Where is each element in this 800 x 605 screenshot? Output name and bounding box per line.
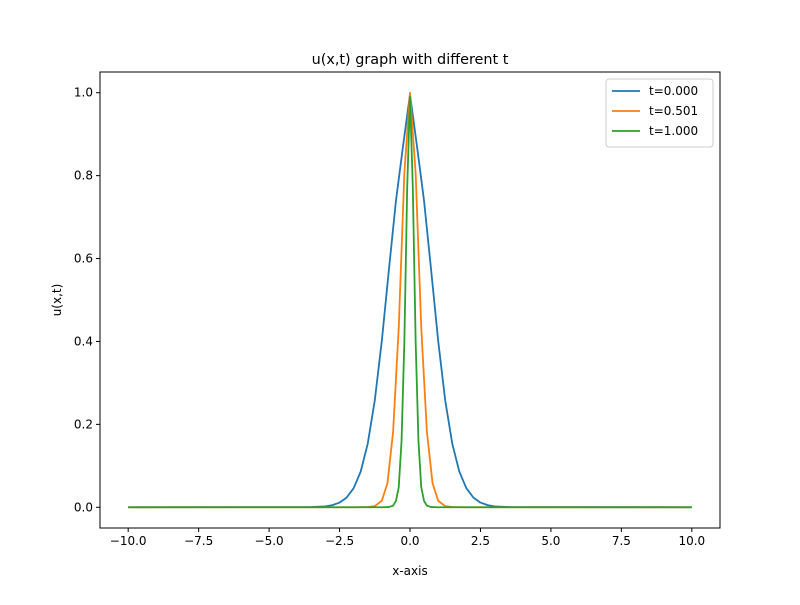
x-tick-label: 5.0 xyxy=(541,534,560,548)
legend-label-0: t=0.000 xyxy=(649,84,698,98)
y-tick-label: 1.0 xyxy=(74,86,93,100)
x-tick-label: −10.0 xyxy=(110,534,147,548)
x-axis-ticks: −10.0 −7.5 −5.0 −2.5 0.0 2.5 5.0 7.5 10.0 xyxy=(110,528,705,548)
y-axis-ticks: 0.0 0.2 0.4 0.6 0.8 1.0 xyxy=(74,86,100,514)
x-axis-label: x-axis xyxy=(392,564,427,578)
y-tick-label: 0.2 xyxy=(74,417,93,431)
x-tick-label: −7.5 xyxy=(184,534,213,548)
y-tick-label: 0.0 xyxy=(74,500,93,514)
legend-label-1: t=0.501 xyxy=(649,104,698,118)
y-tick-label: 0.6 xyxy=(74,252,93,266)
y-tick-label: 0.8 xyxy=(74,169,93,183)
series-line-2 xyxy=(128,95,692,509)
x-tick-label: 7.5 xyxy=(612,534,631,548)
x-tick-label: −5.0 xyxy=(255,534,284,548)
legend-label-2: t=1.000 xyxy=(649,124,698,138)
x-tick-label: 10.0 xyxy=(678,534,705,548)
chart-title: u(x,t) graph with different t xyxy=(312,52,509,68)
plot-lines xyxy=(128,91,692,509)
y-axis-label: u(x,t) xyxy=(50,284,64,317)
x-tick-label: −2.5 xyxy=(325,534,354,548)
series-line-1 xyxy=(128,91,692,509)
y-tick-label: 0.4 xyxy=(74,334,93,348)
x-tick-label: 0.0 xyxy=(400,534,419,548)
x-tick-label: 2.5 xyxy=(471,534,490,548)
legend-box xyxy=(605,78,714,148)
legend: t=0.000 t=0.501 t=1.000 xyxy=(605,78,714,148)
